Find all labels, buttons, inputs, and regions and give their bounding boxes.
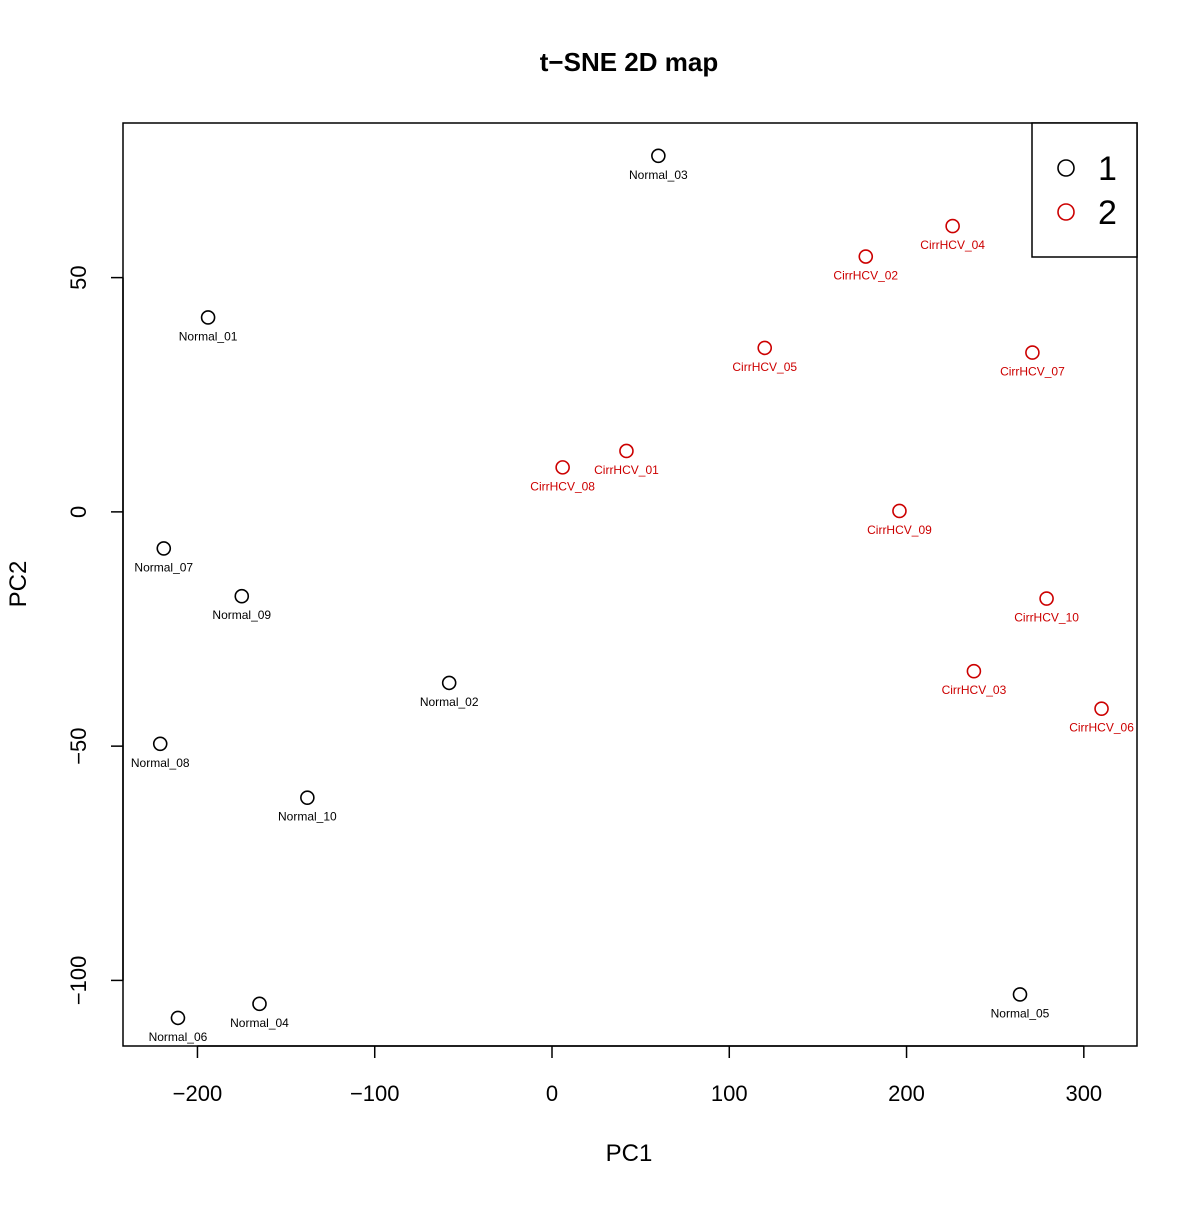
x-tick-label: −100 [350, 1081, 400, 1106]
x-tick-label: 0 [546, 1081, 558, 1106]
data-point [300, 790, 315, 805]
data-point [1094, 701, 1109, 716]
data-point [651, 148, 666, 164]
point-label: Normal_03 [629, 168, 688, 182]
data-point [619, 443, 634, 459]
legend-label: 1 [1098, 150, 1117, 188]
point-label: CirrHCV_02 [833, 269, 898, 283]
point-label: Normal_04 [230, 1016, 289, 1030]
y-axis-label: PC2 [5, 561, 32, 608]
y-tick-label: −50 [66, 727, 91, 764]
x-tick-label: −200 [173, 1081, 223, 1106]
point-label: CirrHCV_06 [1069, 721, 1134, 735]
data-point [234, 588, 250, 604]
data-point [945, 218, 960, 234]
legend-marker [1057, 159, 1075, 177]
point-label: Normal_09 [212, 608, 271, 622]
x-axis-label: PC1 [606, 1140, 653, 1167]
data-point [966, 663, 982, 679]
data-point [757, 340, 773, 356]
y-tick-label: 0 [66, 506, 91, 518]
point-label: Normal_10 [278, 810, 337, 824]
x-tick-label: 200 [888, 1081, 925, 1106]
legend-box [1031, 122, 1138, 258]
data-point [156, 541, 172, 556]
plot-frame [122, 122, 1138, 1047]
point-label: CirrHCV_03 [942, 683, 1007, 697]
data-point [1039, 591, 1054, 606]
point-label: Normal_07 [134, 560, 193, 574]
point-label: Normal_02 [420, 695, 479, 709]
legend-marker [1057, 203, 1075, 221]
point-label: CirrHCV_09 [867, 523, 932, 537]
data-point [152, 736, 168, 752]
x-tick-label: 300 [1065, 1081, 1102, 1106]
legend: 12 [1031, 122, 1138, 258]
x-tick-label: 100 [711, 1081, 748, 1106]
data-point [858, 249, 874, 264]
data-point [1025, 345, 1040, 360]
data-point [252, 996, 267, 1012]
y-tick-label: 50 [66, 265, 91, 289]
data-point [441, 675, 457, 691]
data-point [892, 503, 907, 519]
chart-title: t−SNE 2D map [540, 47, 718, 77]
point-label: CirrHCV_01 [594, 463, 659, 477]
point-label: CirrHCV_05 [732, 360, 797, 374]
point-label: Normal_06 [149, 1030, 208, 1044]
data-point [1012, 987, 1028, 1002]
legend-label: 2 [1098, 194, 1117, 232]
point-label: CirrHCV_04 [920, 238, 985, 252]
data-point [170, 1010, 186, 1026]
y-axis: −100 −50 0 50 [66, 265, 124, 1006]
data-point [555, 460, 570, 475]
point-label: Normal_08 [131, 756, 190, 770]
data-point [200, 310, 216, 325]
point-label: Normal_01 [179, 329, 238, 343]
point-label: Normal_05 [991, 1006, 1050, 1020]
y-tick-label: −100 [66, 956, 91, 1006]
point-label: CirrHCV_07 [1000, 365, 1065, 379]
point-label: CirrHCV_10 [1014, 611, 1079, 625]
x-axis: −200 −100 0 100 200 300 [173, 1045, 1102, 1106]
point-label: CirrHCV_08 [530, 479, 595, 493]
points-layer: Normal_01 Normal_02 Normal_03 Normal_04 Norm… [131, 148, 1134, 1044]
